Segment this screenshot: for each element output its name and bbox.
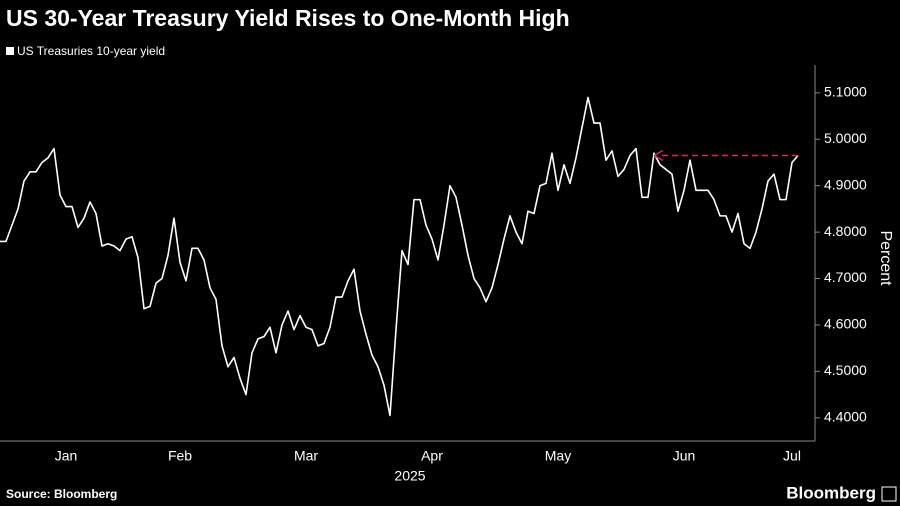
- y-tick-label: 5.1000: [824, 84, 867, 100]
- x-tick-label: May: [545, 448, 571, 464]
- y-tick-label: 4.6000: [824, 316, 867, 332]
- annotation-arrowhead: [653, 149, 664, 162]
- source: Source: Bloomberg: [6, 487, 117, 501]
- legend-swatch: [6, 47, 14, 55]
- x-tick-label: Jan: [55, 448, 78, 464]
- y-tick-label: 5.0000: [824, 130, 867, 146]
- brand: Bloomberg: [786, 483, 876, 502]
- y-tick-label: 4.7000: [824, 269, 867, 285]
- x-tick-label: Jul: [783, 448, 801, 464]
- x-tick-label: Feb: [168, 448, 192, 464]
- y-tick-label: 4.4000: [824, 408, 867, 424]
- x-axis-label: 2025: [394, 468, 425, 484]
- x-tick-label: Mar: [294, 448, 318, 464]
- y-tick-label: 4.9000: [824, 176, 867, 192]
- y-tick-label: 4.8000: [824, 223, 867, 239]
- y-axis-label: Percent: [877, 230, 894, 286]
- brand-icon: [881, 486, 897, 502]
- chart-title: US 30-Year Treasury Yield Rises to One-M…: [6, 5, 570, 31]
- line-series: [0, 96, 799, 417]
- x-tick-label: Apr: [421, 448, 443, 464]
- y-tick-label: 4.5000: [824, 362, 867, 378]
- legend-label: US Treasuries 10-year yield: [17, 44, 165, 58]
- x-tick-label: Jun: [673, 448, 696, 464]
